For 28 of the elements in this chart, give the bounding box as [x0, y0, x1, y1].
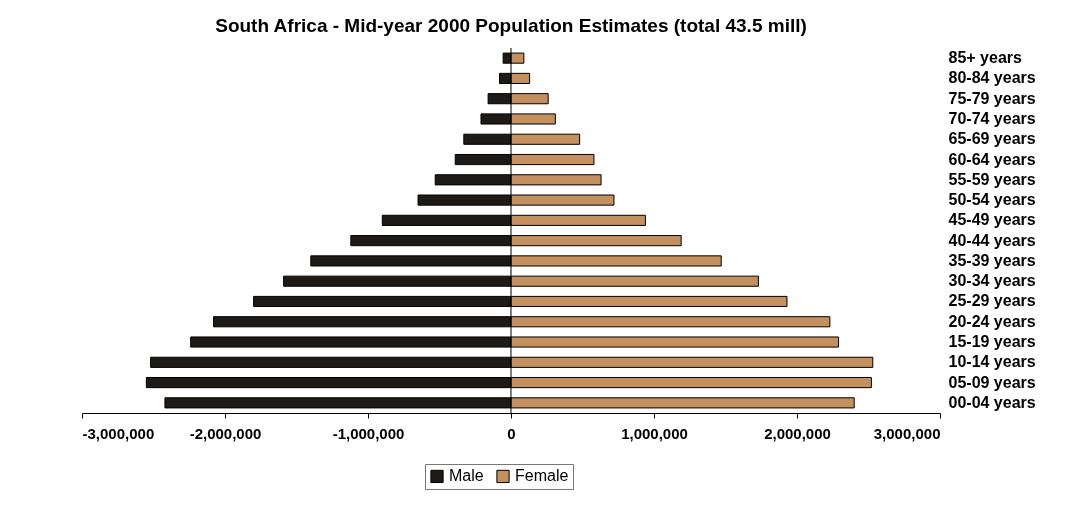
y-tick-label: 30-34 years — [948, 272, 1036, 290]
legend-label: Female — [515, 467, 569, 485]
x-tick-label: 0 — [507, 424, 516, 442]
y-tick-label: 60-64 years — [948, 150, 1036, 168]
y-tick-label: 80-84 years — [948, 69, 1036, 87]
y-tick-label: 45-49 years — [948, 211, 1036, 229]
y-tick-label: 55-59 years — [948, 170, 1036, 188]
y-tick-label: 00-04 years — [948, 393, 1036, 411]
chart-title: South Africa - Mid-year 2000 Population Estimates (total 43.5 mill) — [215, 14, 807, 36]
y-tick-label: 35-39 years — [948, 251, 1036, 269]
y-tick-label: 25-29 years — [948, 292, 1036, 310]
y-tick-label: 65-69 years — [948, 130, 1036, 148]
y-tick-label: 20-24 years — [948, 312, 1036, 330]
x-tick-label: -3,000,000 — [82, 424, 155, 442]
y-tick-label: 85+ years — [948, 49, 1023, 67]
x-tick-label: -1,000,000 — [332, 424, 405, 442]
x-tick-label: 1,000,000 — [621, 424, 688, 442]
x-tick-label: -2,000,000 — [189, 424, 262, 442]
y-tick-label: 75-79 years — [948, 89, 1036, 107]
y-tick-label: 10-14 years — [948, 353, 1036, 371]
y-tick-label: 70-74 years — [948, 109, 1036, 127]
x-tick-label: 3,000,000 — [873, 424, 941, 442]
legend-label: Male — [449, 467, 484, 485]
y-tick-label: 50-54 years — [948, 191, 1036, 209]
x-tick-label: 2,000,000 — [764, 424, 831, 442]
y-tick-label: 40-44 years — [948, 231, 1036, 249]
y-tick-label: 15-19 years — [948, 333, 1036, 351]
y-tick-label: 05-09 years — [948, 373, 1036, 391]
